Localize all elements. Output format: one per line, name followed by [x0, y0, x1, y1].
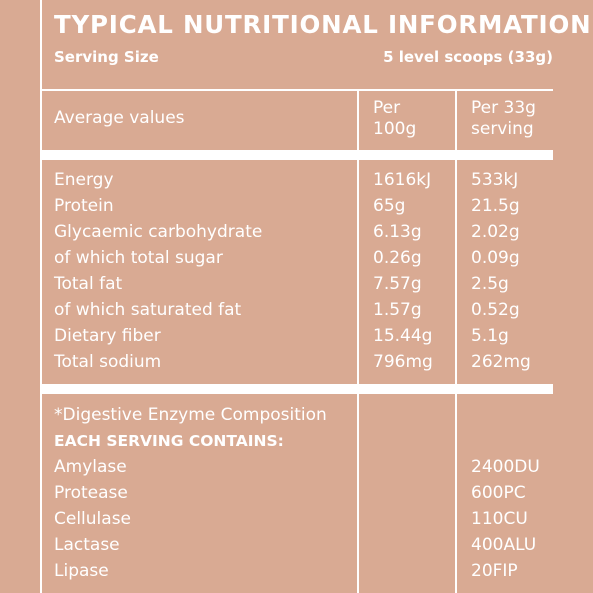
enzyme-amount: 2400DU	[471, 457, 540, 477]
nutrient-per-serving: 5.1g	[471, 326, 509, 346]
nutrient-per100: 6.13g	[373, 222, 422, 242]
nutrient-name: Total fat	[54, 274, 123, 294]
nutrient-name: Protein	[54, 196, 114, 216]
nutrient-per-serving: 2.02g	[471, 222, 520, 242]
enzyme-name: Lactase	[54, 535, 120, 555]
nutrient-name: Total sodium	[54, 352, 162, 372]
nutrient-per100: 7.57g	[373, 274, 422, 294]
nutrient-per100: 65g	[373, 196, 406, 216]
per-100g-header-line1: Per	[373, 98, 401, 118]
enzyme-name: Protease	[54, 483, 128, 503]
nutrient-name: Glycaemic carbohydrate	[54, 222, 263, 242]
nutrient-per100: 1616kJ	[373, 170, 432, 190]
nutrition-panel: TYPICAL NUTRITIONAL INFORMATION Serving …	[40, 0, 593, 593]
enzyme-name: Amylase	[54, 457, 127, 477]
nutrient-per-serving: 0.52g	[471, 300, 520, 320]
column-divider-per100	[357, 90, 359, 593]
nutrient-per100: 0.26g	[373, 248, 422, 268]
serving-size-value: 5 level scoops (33g)	[383, 48, 553, 66]
average-values-header: Average values	[54, 108, 185, 128]
nutrient-name: Energy	[54, 170, 114, 190]
nutrient-per100: 15.44g	[373, 326, 433, 346]
per-100g-header-line2: 100g	[373, 119, 417, 139]
enzyme-heading: EACH SERVING CONTAINS:	[54, 432, 284, 450]
nutrient-per-serving: 2.5g	[471, 274, 509, 294]
nutrient-name: of which saturated fat	[54, 300, 242, 320]
column-divider-serving	[455, 90, 457, 593]
nutrient-per-serving: 21.5g	[471, 196, 520, 216]
nutrient-name: Dietary fiber	[54, 326, 161, 346]
serving-size-label: Serving Size	[54, 48, 159, 66]
nutrient-per-serving: 0.09g	[471, 248, 520, 268]
enzyme-name: Cellulase	[54, 509, 132, 529]
per-serving-header-line1: Per 33g	[471, 98, 536, 118]
enzyme-amount: 600PC	[471, 483, 526, 503]
enzyme-amount: 20FIP	[471, 561, 518, 581]
nutrient-per-serving: 262mg	[471, 352, 531, 372]
per-serving-header-line2: serving	[471, 119, 534, 139]
enzyme-note: *Digestive Enzyme Composition	[54, 405, 327, 425]
divider-top	[42, 89, 553, 91]
enzyme-amount: 400ALU	[471, 535, 537, 555]
divider-thick-1	[42, 150, 553, 160]
divider-thick-2	[42, 384, 553, 394]
enzyme-name: Lipase	[54, 561, 109, 581]
nutrient-per-serving: 533kJ	[471, 170, 519, 190]
nutrition-title: TYPICAL NUTRITIONAL INFORMATION	[54, 10, 592, 39]
nutrient-per100: 1.57g	[373, 300, 422, 320]
nutrient-per100: 796mg	[373, 352, 433, 372]
nutrient-name: of which total sugar	[54, 248, 223, 268]
enzyme-amount: 110CU	[471, 509, 528, 529]
